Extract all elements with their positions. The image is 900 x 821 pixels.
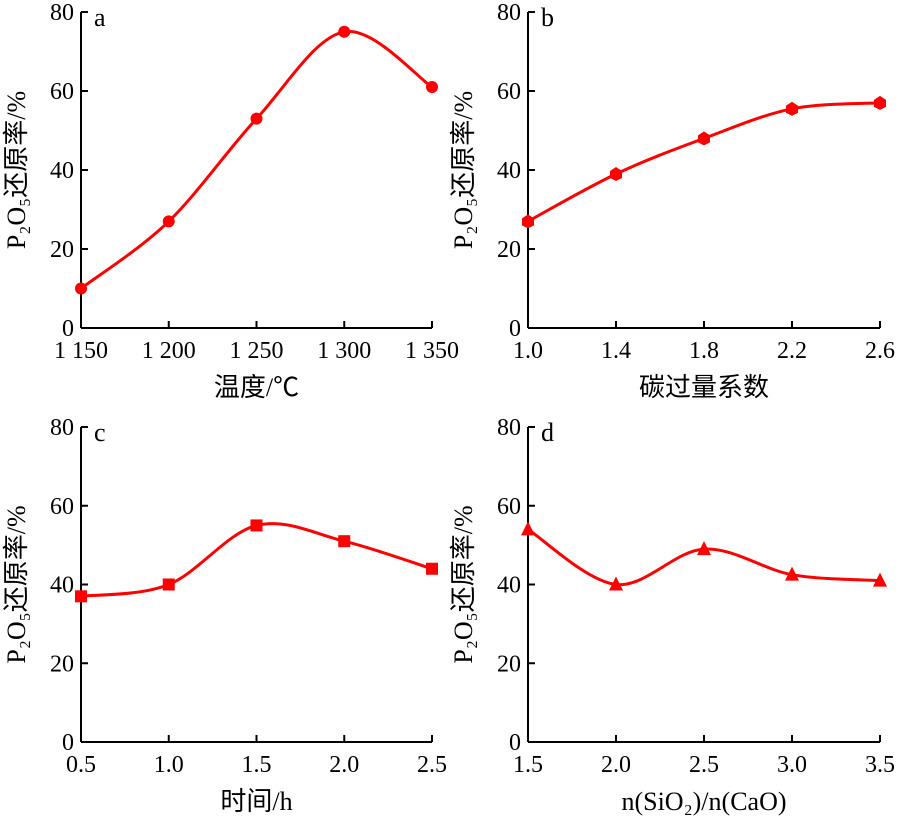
x-tick-label: 1.8 — [689, 338, 719, 364]
y-tick-label: 40 — [497, 158, 521, 184]
x-tick-label: 2.6 — [865, 338, 895, 364]
x-tick-label: 1 150 — [54, 338, 108, 364]
chart-panel-a: 0 20 40 60 80 1 150 1 200 1 250 1 300 1 350 温度/℃ P₂… — [2, 0, 459, 402]
y-axis-label: P₂O₅还原率/% — [2, 505, 31, 663]
y-axis-label: P₂O₅还原率/% — [449, 91, 478, 249]
x-tick-label: 1.0 — [513, 338, 543, 364]
x-tick-label: 1.0 — [154, 752, 184, 778]
data-point — [785, 566, 799, 581]
y-tick-label: 60 — [497, 79, 521, 105]
y-tick-label: 20 — [497, 651, 521, 677]
panel-letter: d — [541, 418, 554, 447]
panel-letter: a — [94, 3, 106, 32]
series-line — [527, 101, 881, 223]
data-point — [522, 214, 534, 229]
y-tick-label: 80 — [50, 0, 74, 26]
x-axis-label: 温度/℃ — [214, 373, 299, 402]
y-tick-label: 40 — [50, 573, 74, 599]
data-point — [874, 95, 886, 110]
data-point — [521, 521, 535, 536]
data-point — [610, 166, 622, 181]
x-axis-label: 碳过量系数 — [639, 373, 769, 402]
data-point — [609, 576, 623, 591]
y-tick-label: 20 — [50, 237, 74, 263]
data-point — [873, 572, 887, 587]
y-tick-label: 20 — [50, 651, 74, 677]
x-tick-label: 3.5 — [865, 752, 895, 778]
data-point — [162, 215, 175, 228]
y-tick-label: 40 — [497, 573, 521, 599]
x-tick-label: 1.5 — [242, 752, 272, 778]
chart-panel-c: 0 20 40 60 80 0.5 1.0 1.5 2.0 2.5 时间/h P₂O₅还原率/% c — [2, 415, 447, 816]
data-point — [338, 25, 351, 38]
data-point — [75, 282, 87, 295]
series-line — [527, 528, 881, 587]
x-tick-label: 2.0 — [329, 752, 359, 778]
x-tick-label: 1 300 — [317, 338, 371, 364]
data-point — [698, 131, 710, 146]
y-tick-label: 80 — [497, 415, 521, 441]
x-tick-label: 0.5 — [66, 752, 96, 778]
x-tick-label: 2.2 — [777, 338, 807, 364]
data-point — [250, 519, 263, 532]
panel-letter: b — [541, 3, 554, 32]
data-point — [338, 535, 351, 548]
x-tick-label: 1 250 — [230, 338, 284, 364]
series-line — [80, 522, 433, 598]
data-point — [162, 578, 175, 591]
y-axis-label: P₂O₅还原率/% — [449, 505, 478, 663]
x-tick-label: 1 200 — [142, 338, 196, 364]
x-tick-label: 3.0 — [777, 752, 807, 778]
x-tick-label: 2.5 — [417, 752, 447, 778]
x-tick-label: 1 350 — [405, 338, 459, 364]
y-axis-label: P₂O₅还原率/% — [2, 91, 31, 249]
x-tick-label: 1.5 — [513, 752, 543, 778]
x-axis-label: n(SiO₂)/n(CaO) — [621, 787, 786, 816]
chart-panel-d: 0 20 40 60 80 1.5 2.0 2.5 3.0 3.5 n(SiO₂)/n(CaO) P₂… — [449, 415, 895, 816]
x-tick-label: 1.4 — [601, 338, 631, 364]
y-tick-label: 0 — [509, 316, 521, 342]
y-tick-label: 20 — [497, 237, 521, 263]
y-tick-label: 0 — [509, 730, 521, 756]
data-point — [250, 112, 263, 125]
data-point — [426, 81, 438, 94]
panel-letter: c — [94, 418, 106, 447]
y-tick-label: 0 — [62, 730, 74, 756]
data-point — [786, 101, 798, 116]
y-tick-label: 80 — [497, 0, 521, 26]
data-point — [75, 590, 87, 603]
x-axis-label: 时间/h — [220, 787, 292, 816]
x-tick-label: 2.0 — [601, 752, 631, 778]
y-tick-label: 60 — [50, 79, 74, 105]
data-point — [697, 541, 711, 556]
data-point — [426, 562, 438, 575]
x-tick-label: 2.5 — [689, 752, 719, 778]
y-tick-label: 40 — [50, 158, 74, 184]
y-tick-label: 60 — [497, 494, 521, 520]
y-tick-label: 80 — [50, 415, 74, 441]
series-line — [80, 30, 433, 290]
y-tick-label: 60 — [50, 494, 74, 520]
chart-panel-b: 0 20 40 60 80 1.0 1.4 1.8 2.2 2.6 碳过量系数 P₂O₅还原率/% b — [449, 0, 895, 402]
y-tick-label: 0 — [62, 316, 74, 342]
